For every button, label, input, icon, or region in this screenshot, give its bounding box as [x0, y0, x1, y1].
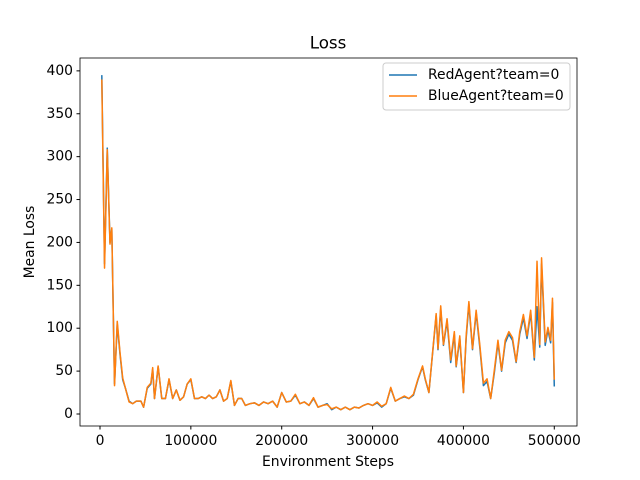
y-tick-label: 200 [46, 234, 73, 250]
y-tick-label: 400 [46, 63, 73, 79]
x-tick-label: 200000 [255, 433, 308, 449]
y-tick-label: 250 [46, 192, 73, 208]
y-tick-label: 100 [46, 320, 73, 336]
x-axis-label: Environment Steps [262, 454, 394, 470]
plot-frame [79, 57, 578, 427]
legend-label: BlueAgent?team=0 [428, 88, 564, 104]
y-tick-label: 300 [46, 149, 73, 165]
x-tick-label: 100000 [164, 433, 217, 449]
chart-title: Loss [310, 33, 347, 53]
x-tick-label: 300000 [346, 433, 399, 449]
x-tick-label: 400000 [437, 433, 490, 449]
y-axis-label: Mean Loss [22, 206, 38, 279]
y-tick-label: 150 [46, 277, 73, 293]
x-tick-label: 500000 [528, 433, 581, 449]
legend-label: RedAgent?team=0 [428, 67, 559, 83]
legend-box [382, 62, 571, 111]
legend: RedAgent?team=0 BlueAgent?team=0 [382, 62, 571, 111]
y-tick-label: 0 [64, 406, 73, 422]
y-tick-label: 50 [55, 363, 73, 379]
y-tick-label: 350 [46, 106, 73, 122]
series-line [101, 79, 556, 411]
x-tick-label: 0 [96, 433, 105, 449]
